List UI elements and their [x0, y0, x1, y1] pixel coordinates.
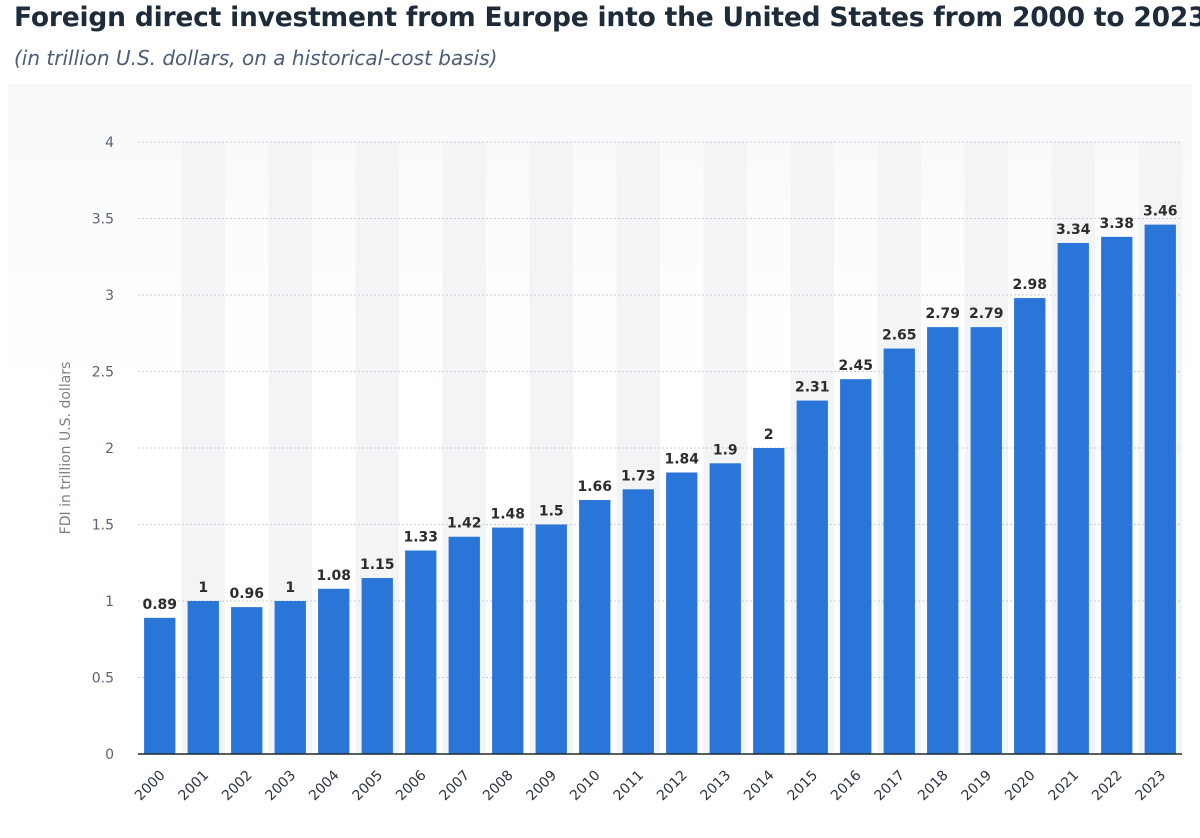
x-tick-label: 2005 — [350, 768, 387, 805]
x-tick-label: 2020 — [1002, 768, 1039, 805]
bar — [274, 601, 306, 754]
data-label: 3.38 — [1099, 216, 1134, 232]
data-label: 2 — [764, 427, 774, 443]
bar — [535, 524, 567, 754]
x-tick-label: 2000 — [132, 768, 169, 805]
data-label: 2.31 — [795, 380, 830, 396]
data-label: 1.42 — [447, 516, 482, 532]
bar — [579, 500, 611, 754]
data-label: 2.45 — [838, 358, 873, 374]
y-tick-label: 3 — [105, 288, 114, 304]
data-label: 1 — [198, 580, 208, 596]
data-label: 1.48 — [490, 507, 525, 523]
gridlines — [138, 141, 1182, 678]
data-label: 1.5 — [539, 504, 564, 520]
data-label: 1.73 — [621, 468, 656, 484]
bar — [1101, 236, 1133, 755]
bar — [187, 601, 219, 754]
data-label: 1.15 — [360, 557, 395, 573]
data-label: 1.08 — [316, 568, 351, 584]
chart-title: Foreign direct investment from Europe in… — [14, 2, 1200, 33]
x-tick-label: 2016 — [828, 767, 865, 804]
x-tick-label: 2017 — [872, 768, 909, 805]
bar — [840, 379, 872, 754]
x-tick-label: 2015 — [785, 768, 822, 805]
bar — [796, 400, 828, 754]
bar — [753, 448, 785, 754]
x-axis-ticks: 2000 2001 2002 2003 2004 2005 2006 2007 2008 2009… — [132, 767, 1169, 804]
bar — [666, 472, 698, 754]
data-label: 1.84 — [664, 451, 699, 467]
bar — [927, 327, 959, 754]
data-label: 2.65 — [882, 328, 917, 344]
x-tick-label: 2002 — [219, 768, 256, 805]
bar — [492, 527, 524, 754]
data-label: 3.34 — [1056, 222, 1091, 238]
data-labels: 0.89 1 0.96 1 1.08 1.15 1.33 1.42 1.48 1.5 1.66 1.7… — [142, 204, 1177, 613]
data-label: 2.79 — [925, 306, 960, 322]
y-tick-label: 0.5 — [92, 671, 114, 687]
chart-subtitle: (in trillion U.S. dollars, on a historic… — [14, 46, 498, 70]
bar — [1014, 298, 1046, 754]
x-tick-label: 2001 — [176, 768, 213, 805]
y-tick-label: 4 — [105, 135, 114, 151]
data-label: 0.96 — [229, 586, 264, 602]
data-label: 3.46 — [1143, 204, 1178, 220]
bar — [622, 489, 654, 754]
x-tick-label: 2019 — [959, 768, 996, 805]
x-tick-label: 2021 — [1046, 768, 1083, 805]
y-tick-label: 1 — [105, 594, 114, 610]
data-label: 1 — [285, 580, 295, 596]
data-label: 2.79 — [969, 306, 1004, 322]
x-tick-label: 2014 — [741, 767, 778, 804]
y-tick-label: 2 — [105, 441, 114, 457]
x-tick-label: 2010 — [567, 768, 604, 805]
bar — [448, 536, 480, 754]
x-tick-label: 2011 — [611, 768, 648, 805]
bar — [883, 348, 915, 754]
bar — [970, 327, 1002, 754]
bar — [709, 463, 741, 754]
x-tick-label: 2003 — [263, 768, 300, 805]
bars — [144, 224, 1176, 755]
data-label: 2.98 — [1012, 277, 1047, 293]
x-tick-label: 2007 — [437, 768, 474, 805]
y-tick-label: 0 — [105, 747, 114, 763]
x-tick-label: 2009 — [524, 768, 561, 805]
x-tick-label: 2004 — [306, 767, 343, 804]
x-tick-label: 2023 — [1133, 768, 1170, 805]
y-tick-label: 1.5 — [92, 518, 114, 534]
x-tick-label: 2008 — [480, 768, 517, 805]
bar — [1057, 242, 1089, 755]
x-tick-label: 2006 — [393, 767, 430, 804]
data-label: 1.66 — [577, 479, 612, 495]
bar — [361, 578, 393, 754]
data-label: 1.9 — [713, 442, 738, 458]
x-tick-label: 2018 — [915, 768, 952, 805]
bar — [405, 550, 437, 754]
bar — [144, 617, 176, 754]
y-axis-label: FDI in trillion U.S. dollars — [58, 362, 74, 535]
bar — [1144, 224, 1176, 754]
data-label: 1.33 — [403, 530, 438, 546]
bar — [318, 588, 350, 754]
data-label: 0.89 — [142, 597, 177, 613]
y-axis-ticks: 0 0.5 1 1.5 2 2.5 3 3.5 4 — [92, 135, 114, 763]
y-tick-label: 2.5 — [92, 365, 114, 381]
x-tick-label: 2012 — [654, 768, 691, 805]
x-tick-label: 2022 — [1089, 768, 1126, 805]
bar — [231, 607, 263, 754]
y-tick-label: 3.5 — [92, 212, 114, 228]
x-tick-label: 2013 — [698, 768, 735, 805]
